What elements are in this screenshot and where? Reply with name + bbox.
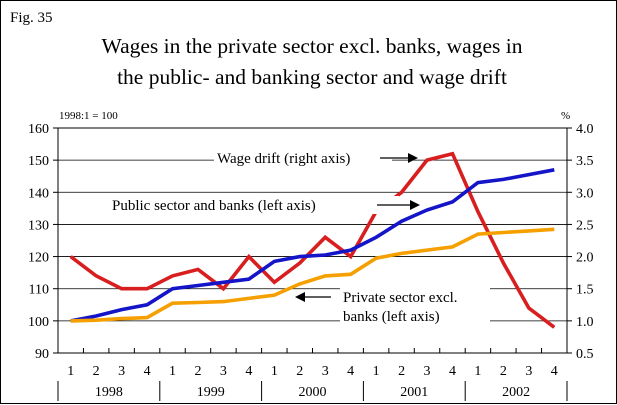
- right-axis: 0.5 1.0 1.5 2.0 2.5 3.0 3.5 4.0: [567, 122, 594, 362]
- chart-title-line-1: Wages in the private sector excl. banks,…: [102, 34, 523, 58]
- annotation-private-sector-line-1: Private sector excl.: [343, 290, 458, 306]
- left-axis: 90 100 110 120 130 140 150 160: [28, 122, 58, 362]
- right-tick-label: 2.5: [576, 218, 594, 233]
- left-axis-unit: 1998:1 = 100: [59, 110, 118, 122]
- quarter-label: 4: [144, 364, 151, 379]
- right-tick-label: 3.5: [576, 154, 594, 169]
- year-label: 1999: [197, 385, 225, 400]
- quarter-label: 2: [93, 364, 100, 379]
- annotation-wage-drift-text: Wage drift (right axis): [217, 151, 350, 167]
- quarter-label: 1: [373, 364, 380, 379]
- left-tick-label: 110: [29, 283, 49, 298]
- quarter-label: 1: [271, 364, 278, 379]
- annotation-public-sector: Public sector and banks (left axis): [109, 196, 420, 214]
- series-line-3: [70, 227, 555, 323]
- quarter-label: 3: [118, 364, 125, 379]
- quarter-label: 1: [169, 364, 176, 379]
- chart-title-line-2: the public- and banking sector and wage …: [117, 65, 507, 89]
- right-tick-label: 4.0: [576, 122, 594, 137]
- right-tick-label: 1.0: [576, 315, 594, 330]
- series-line-2: [70, 168, 555, 323]
- year-label: 2002: [502, 385, 530, 400]
- left-tick-label: 160: [28, 122, 49, 137]
- quarter-label: 4: [449, 364, 456, 379]
- series-lines: [69, 151, 556, 329]
- quarter-label: 4: [347, 364, 354, 379]
- year-label: 2000: [299, 385, 327, 400]
- annotation-private-sector: Private sector excl. banks (left axis): [295, 288, 490, 325]
- quarter-label: 2: [194, 364, 201, 379]
- arrow-head-icon: [295, 292, 305, 302]
- annotation-public-sector-text: Public sector and banks (left axis): [112, 198, 316, 214]
- quarter-label: 3: [220, 364, 227, 379]
- quarter-label: 2: [296, 364, 303, 379]
- quarter-label: 4: [245, 364, 252, 379]
- series-line-1: [69, 151, 556, 329]
- arrow-head-icon: [410, 200, 420, 210]
- right-tick-label: 0.5: [576, 347, 594, 362]
- quarter-label: 3: [525, 364, 532, 379]
- left-tick-label: 130: [28, 218, 49, 233]
- left-tick-label: 150: [28, 154, 49, 169]
- right-tick-label: 3.0: [576, 186, 594, 201]
- quarter-label: 2: [500, 364, 507, 379]
- year-label: 1998: [95, 385, 123, 400]
- x-axis: 1 2 3 4 1 2 3 4 1 2 3 4 1 2 3 4 1 2 3 4 1998 1999 2000 2001 2002: [57, 348, 568, 401]
- quarter-label: 3: [322, 364, 329, 379]
- right-axis-unit: %: [561, 110, 570, 122]
- left-tick-label: 100: [28, 315, 49, 330]
- left-tick-label: 90: [35, 347, 49, 362]
- annotation-private-sector-line-2: banks (left axis): [343, 309, 440, 325]
- quarter-label: 4: [551, 364, 558, 379]
- left-tick-label: 140: [28, 186, 49, 201]
- right-tick-label: 2.0: [576, 251, 594, 266]
- quarter-label: 1: [67, 364, 74, 379]
- annotation-wage-drift: Wage drift (right axis): [214, 149, 418, 167]
- arrow-head-icon: [408, 153, 418, 163]
- figure-label: Fig. 35: [10, 10, 53, 26]
- quarter-label: 2: [398, 364, 405, 379]
- left-tick-label: 120: [28, 251, 49, 266]
- year-label: 2001: [400, 385, 428, 400]
- quarter-label: 1: [474, 364, 481, 379]
- right-tick-label: 1.5: [576, 283, 594, 298]
- quarter-label: 3: [424, 364, 431, 379]
